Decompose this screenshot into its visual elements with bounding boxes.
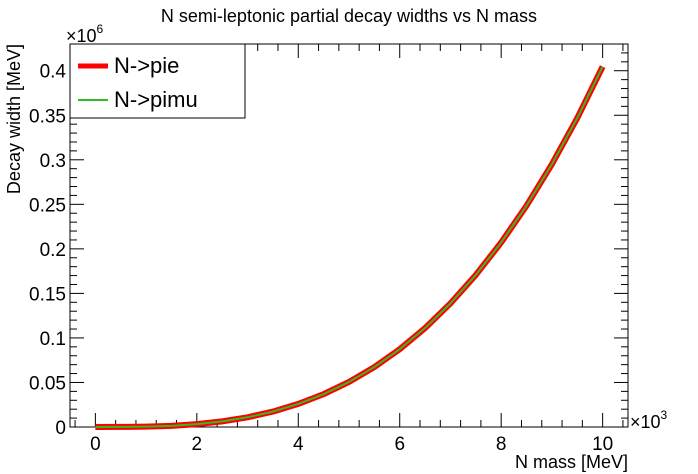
x-tick-label: 6 xyxy=(394,434,405,455)
x-tick-label: 2 xyxy=(192,434,203,455)
legend-box xyxy=(69,43,246,119)
y-tick-label: 0.05 xyxy=(29,373,66,394)
x-axis-label: N mass [MeV] xyxy=(515,452,628,472)
y-tick-label: 0.1 xyxy=(40,329,66,350)
x-tick-label: 4 xyxy=(293,434,304,455)
x-tick-label: 10 xyxy=(592,434,613,455)
y-tick-label: 0.2 xyxy=(40,240,66,261)
y-axis-multiplier: ×106 xyxy=(66,22,104,46)
x-axis-multiplier: ×103 xyxy=(630,408,668,432)
x-axis: 0 2 4 6 8 10 xyxy=(74,44,624,455)
series-line-pimu xyxy=(95,66,604,428)
legend: N->pie N->pimu xyxy=(69,43,246,119)
y-axis-label: Decay width [MeV] xyxy=(4,44,24,194)
series-line-pie xyxy=(95,65,606,430)
y-tick-label: 0.15 xyxy=(29,284,66,305)
y-axis: 0 0.05 0.1 0.15 0.2 0.25 0.3 0.35 0.4 xyxy=(29,43,628,439)
legend-label-pimu: N->pimu xyxy=(114,87,198,112)
y-tick-label: 0 xyxy=(55,418,66,439)
x-tick-label: 8 xyxy=(496,434,507,455)
y-tick-label: 0.35 xyxy=(29,106,66,127)
y-tick-label: 0.25 xyxy=(29,195,66,216)
chart-title: N semi-leptonic partial decay widths vs … xyxy=(161,6,537,26)
y-tick-label: 0.3 xyxy=(40,151,66,172)
series-layer xyxy=(95,65,606,430)
x-tick-label: 0 xyxy=(90,434,101,455)
plot-frame xyxy=(69,43,629,428)
y-tick-label: 0.4 xyxy=(40,62,67,83)
legend-label-pie: N->pie xyxy=(114,53,179,78)
